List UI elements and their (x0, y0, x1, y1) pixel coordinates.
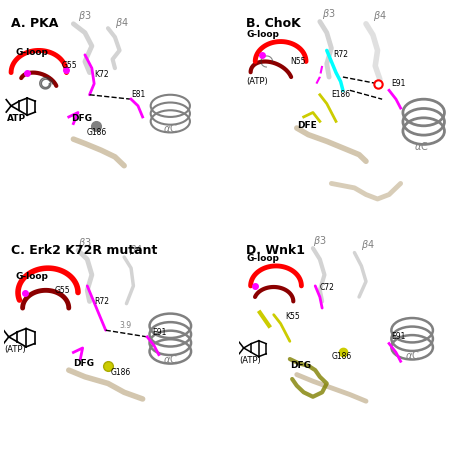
Text: E91: E91 (392, 79, 406, 88)
Text: R72: R72 (94, 297, 109, 306)
Text: G55: G55 (62, 61, 77, 70)
Text: E81: E81 (131, 90, 146, 99)
Text: E186: E186 (331, 90, 350, 99)
Text: (ATP): (ATP) (246, 77, 268, 86)
Text: D. Wnk1: D. Wnk1 (246, 244, 305, 257)
Text: $\alpha$C: $\alpha$C (405, 349, 419, 361)
Text: $\beta$3: $\beta$3 (313, 234, 327, 248)
Text: K55: K55 (285, 312, 300, 321)
Text: K72: K72 (94, 70, 109, 79)
Text: G-loop: G-loop (16, 48, 48, 57)
Text: G186: G186 (86, 128, 107, 137)
Text: G186: G186 (110, 368, 130, 376)
Text: $\beta$4: $\beta$4 (373, 9, 387, 23)
Text: DFE: DFE (297, 121, 317, 130)
Text: $\alpha$C: $\alpha$C (163, 122, 178, 134)
Text: DFG: DFG (73, 359, 94, 368)
Text: $\beta$4: $\beta$4 (129, 243, 143, 257)
Text: E91: E91 (152, 328, 166, 337)
Text: $\alpha$C: $\alpha$C (414, 140, 428, 152)
Text: 3.9: 3.9 (119, 321, 132, 330)
Text: A. PKA: A. PKA (11, 17, 58, 30)
Text: $\alpha$C: $\alpha$C (163, 353, 178, 365)
Text: G186: G186 (331, 352, 352, 361)
Text: C72: C72 (320, 283, 335, 292)
Text: (ATP): (ATP) (4, 345, 26, 354)
Text: DFG: DFG (71, 114, 92, 123)
Text: $\beta$4: $\beta$4 (115, 16, 129, 30)
Text: B. ChoK: B. ChoK (246, 17, 301, 30)
Text: G-loop: G-loop (16, 272, 48, 281)
Text: $\beta$4: $\beta$4 (361, 238, 375, 252)
Text: ATP: ATP (7, 114, 26, 123)
Text: E91: E91 (392, 332, 406, 341)
Text: R72: R72 (334, 50, 349, 59)
Text: G55: G55 (55, 286, 71, 294)
Text: N55: N55 (290, 56, 305, 66)
Text: $\beta$3: $\beta$3 (78, 9, 91, 23)
Text: DFG: DFG (290, 361, 311, 370)
Text: G-loop: G-loop (246, 255, 279, 263)
Text: G-loop: G-loop (246, 30, 279, 39)
Text: C. Erk2 K72R mutant: C. Erk2 K72R mutant (11, 244, 157, 257)
Text: (ATP): (ATP) (239, 357, 261, 365)
Text: $\beta$3: $\beta$3 (78, 236, 91, 250)
Text: $\beta$3: $\beta$3 (322, 7, 336, 21)
